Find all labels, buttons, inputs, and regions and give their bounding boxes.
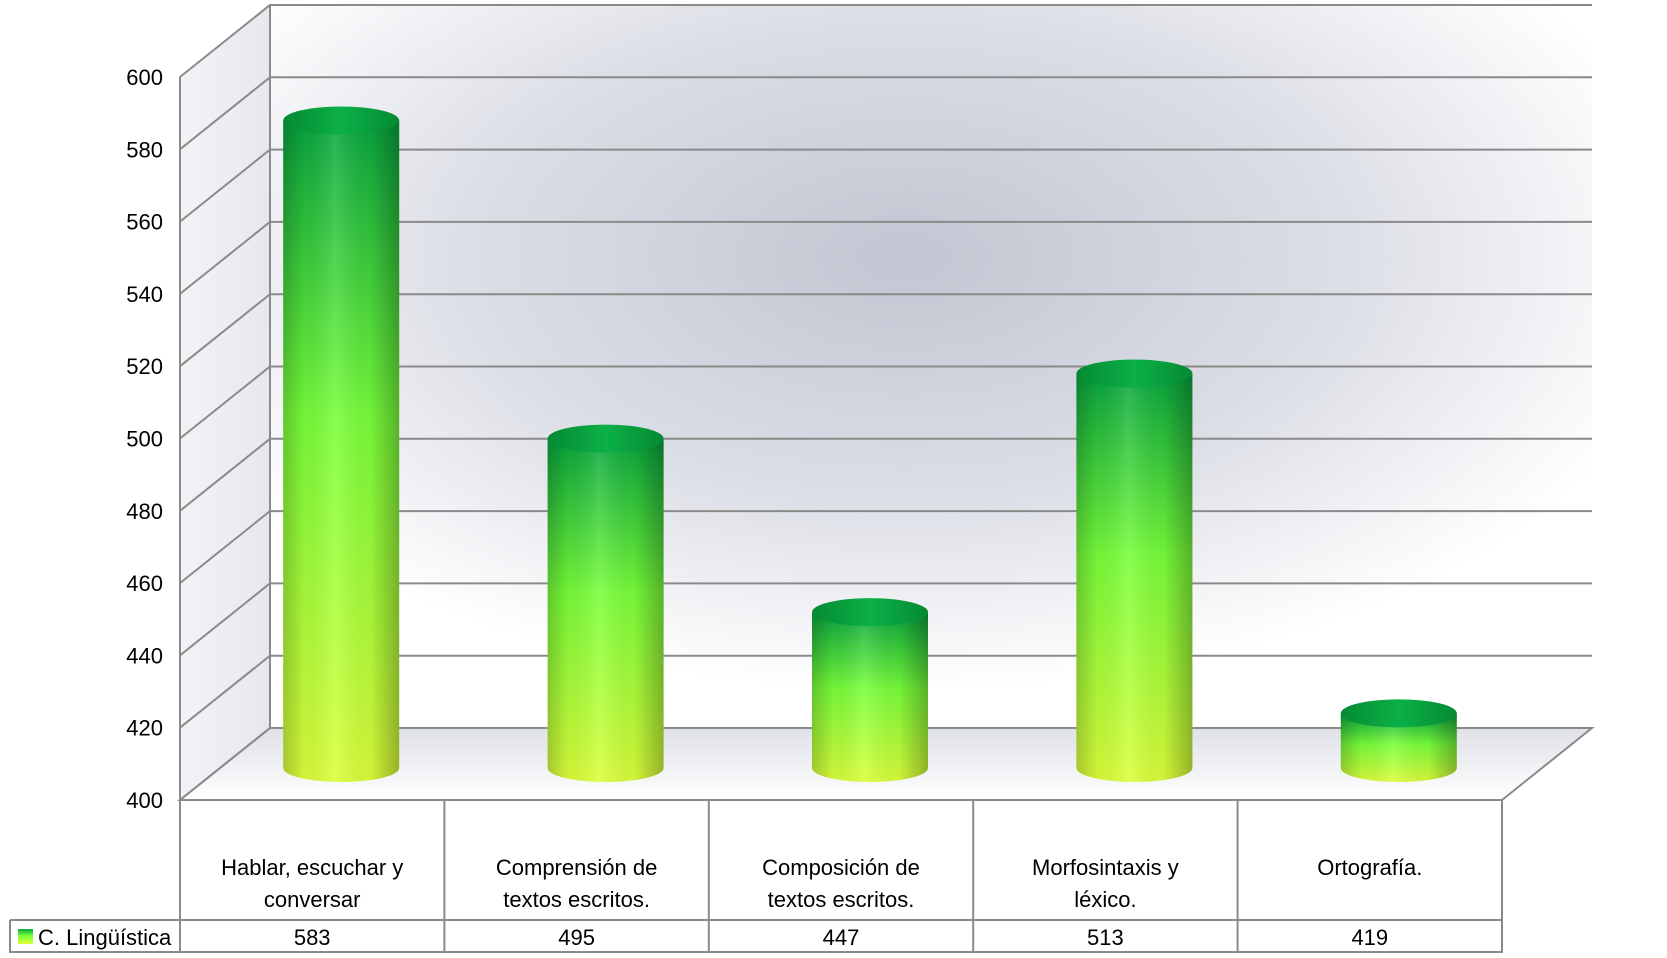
y-tick-label: 440: [126, 643, 163, 668]
bar: [812, 598, 928, 782]
y-tick-label: 460: [126, 571, 163, 596]
bar: [1340, 699, 1457, 783]
x-category-label: textos escritos.: [503, 887, 650, 912]
bar-shading: [547, 438, 664, 783]
bar-shading: [1340, 713, 1457, 783]
bar-top: [812, 598, 928, 627]
data-table-value: 583: [294, 925, 331, 950]
bar: [1076, 359, 1193, 783]
legend-swatch: [18, 929, 33, 944]
x-category-label: Morfosintaxis y: [1032, 855, 1179, 880]
data-table-value: 513: [1087, 925, 1124, 950]
bar-top: [1340, 699, 1457, 728]
y-tick-label: 520: [126, 354, 163, 379]
y-tick-label: 420: [126, 716, 163, 741]
x-category-label: textos escritos.: [768, 887, 915, 912]
bar-shading: [1076, 373, 1193, 783]
bar-shading: [812, 612, 928, 782]
x-category-label: Comprensión de: [496, 855, 657, 880]
bar-top: [547, 424, 664, 453]
y-tick-label: 580: [126, 137, 163, 162]
y-tick-label: 400: [126, 788, 163, 813]
bar-top: [1076, 359, 1193, 388]
y-tick-label: 560: [126, 210, 163, 235]
legend-series-name: C. Lingüística: [38, 925, 172, 950]
bar-top: [283, 106, 400, 135]
x-category-label: conversar: [264, 887, 361, 912]
x-category-label: Ortografía.: [1317, 855, 1422, 880]
data-table-value: 419: [1351, 925, 1388, 950]
y-tick-label: 480: [126, 499, 163, 524]
y-tick-label: 540: [126, 282, 163, 307]
x-category-label: Composición de: [762, 855, 920, 880]
x-category-label: Hablar, escuchar y: [221, 855, 403, 880]
data-table-value: 495: [558, 925, 595, 950]
y-tick-label: 600: [126, 65, 163, 90]
y-tick-label: 500: [126, 427, 163, 452]
x-category-label: léxico.: [1074, 887, 1136, 912]
bar: [547, 424, 664, 783]
bar-shading: [283, 120, 400, 783]
bar: [283, 106, 400, 783]
data-table-value: 447: [823, 925, 860, 950]
